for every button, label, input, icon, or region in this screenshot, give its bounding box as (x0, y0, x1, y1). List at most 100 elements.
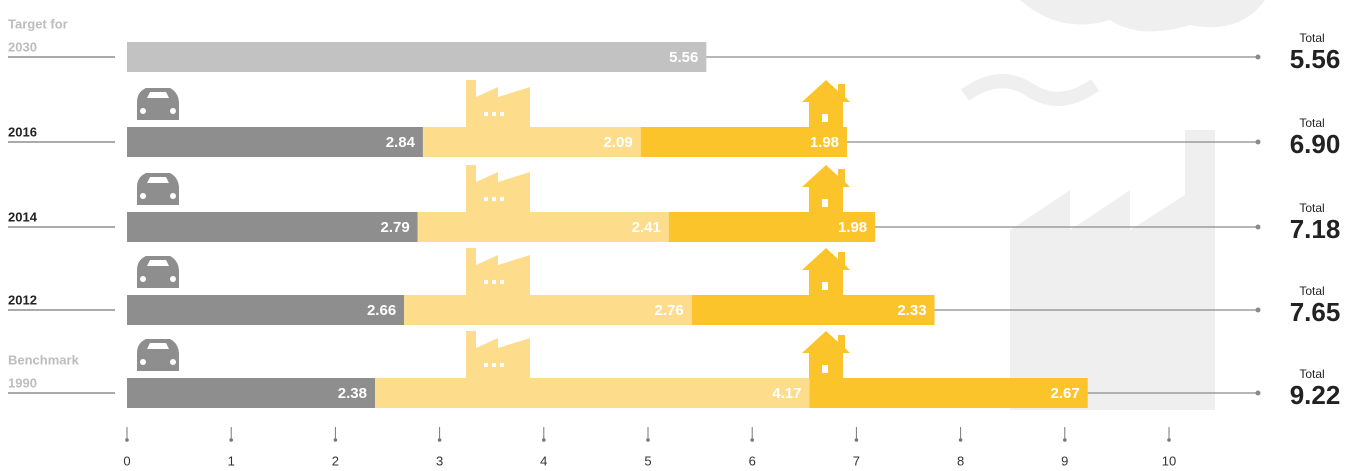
factory-window (500, 112, 504, 116)
value-label: 4.17 (772, 385, 801, 402)
x-tick-label: 3 (436, 453, 443, 468)
x-tick-dot (1167, 438, 1171, 442)
car-icon (137, 173, 179, 205)
total-title: Total (1299, 201, 1324, 215)
leader-dot (1255, 307, 1261, 313)
total-title: Total (1299, 31, 1324, 45)
house-icon (802, 165, 850, 212)
car-icon (137, 256, 179, 288)
bar-segment (422, 127, 641, 157)
bar-segment (640, 127, 848, 157)
x-tick-dot (229, 438, 233, 442)
factory-window (484, 280, 488, 284)
house-door (822, 199, 828, 207)
factory-window (500, 280, 504, 284)
x-tick-label: 0 (123, 453, 130, 468)
bar-segment (127, 378, 375, 408)
car-light (170, 276, 176, 282)
value-label: 2.66 (367, 302, 396, 319)
bar-segment (127, 212, 418, 242)
factory-window (492, 112, 496, 116)
row-icons (137, 331, 850, 378)
category-label: Target for (8, 16, 68, 31)
house-icon (802, 331, 850, 378)
value-label: 1.98 (810, 134, 839, 151)
row-icons (137, 248, 850, 295)
car-light (140, 193, 146, 199)
factory-window (492, 197, 496, 201)
value-label: 2.76 (655, 302, 684, 319)
bar-segment (127, 127, 423, 157)
value-label: 5.56 (669, 49, 698, 66)
x-tick-label: 10 (1162, 453, 1176, 468)
x-tick-dot (437, 438, 442, 442)
factory-window (500, 363, 504, 367)
total-title: Total (1299, 367, 1324, 381)
bar-segment (374, 378, 810, 408)
value-label: 2.33 (897, 302, 926, 319)
category-label: 2030 (8, 39, 37, 54)
x-tick-label: 1 (228, 453, 235, 468)
x-tick-label: 7 (853, 453, 860, 468)
car-light (170, 193, 176, 199)
x-tick-dot (125, 438, 129, 442)
house-door (822, 282, 828, 290)
bar-segment (809, 378, 1088, 408)
car-light (140, 108, 146, 114)
value-label: 2.38 (338, 385, 367, 402)
x-tick-label: 4 (540, 453, 547, 468)
house-icon (802, 248, 850, 295)
leader-dot (1255, 390, 1261, 396)
background-decor (960, 0, 1265, 410)
house-door (822, 365, 828, 373)
factory-icon (466, 80, 530, 127)
total-title: Total (1299, 284, 1324, 298)
car-light (170, 108, 176, 114)
factory-window (500, 197, 504, 201)
bar-segment (417, 212, 669, 242)
car-light (140, 359, 146, 365)
x-tick-dot (750, 438, 754, 442)
x-tick-dot (646, 438, 650, 442)
total-value: 6.90 (1290, 129, 1341, 159)
total-value: 7.18 (1290, 214, 1341, 244)
bar-segment (691, 295, 935, 325)
leader-dot (1255, 54, 1261, 60)
category-label: Benchmark (8, 352, 80, 367)
factory-window (484, 363, 488, 367)
bar-segment (404, 295, 692, 325)
value-label: 1.98 (838, 219, 867, 236)
factory-icon (466, 165, 530, 212)
value-label: 2.79 (381, 219, 410, 236)
total-value: 9.22 (1290, 380, 1341, 410)
x-tick-dot (333, 438, 338, 442)
house-icon (802, 80, 850, 127)
bar-segment (127, 295, 405, 325)
leader-dot (1255, 139, 1261, 145)
category-label: 1990 (8, 375, 37, 390)
factory-window (484, 112, 488, 116)
x-tick-dot (542, 438, 546, 442)
bar-segment (127, 42, 707, 72)
total-value: 7.65 (1290, 297, 1341, 327)
value-label: 2.84 (386, 134, 416, 151)
row-icons (137, 80, 850, 127)
value-label: 2.67 (1051, 385, 1080, 402)
factory-icon (466, 248, 530, 295)
total-title: Total (1299, 116, 1324, 130)
x-tick-dot (854, 438, 859, 442)
x-tick-label: 5 (644, 453, 651, 468)
x-tick-label: 9 (1061, 453, 1068, 468)
bar-segment (668, 212, 876, 242)
row-icons (137, 165, 850, 212)
value-label: 2.41 (632, 219, 661, 236)
leader-dot (1255, 224, 1261, 230)
factory-icon (466, 331, 530, 378)
x-tick-dot (1063, 438, 1067, 442)
x-tick-label: 8 (957, 453, 964, 468)
factory-window (484, 197, 488, 201)
x-tick-label: 6 (749, 453, 756, 468)
total-value: 5.56 (1290, 44, 1341, 74)
x-tick-label: 2 (332, 453, 339, 468)
